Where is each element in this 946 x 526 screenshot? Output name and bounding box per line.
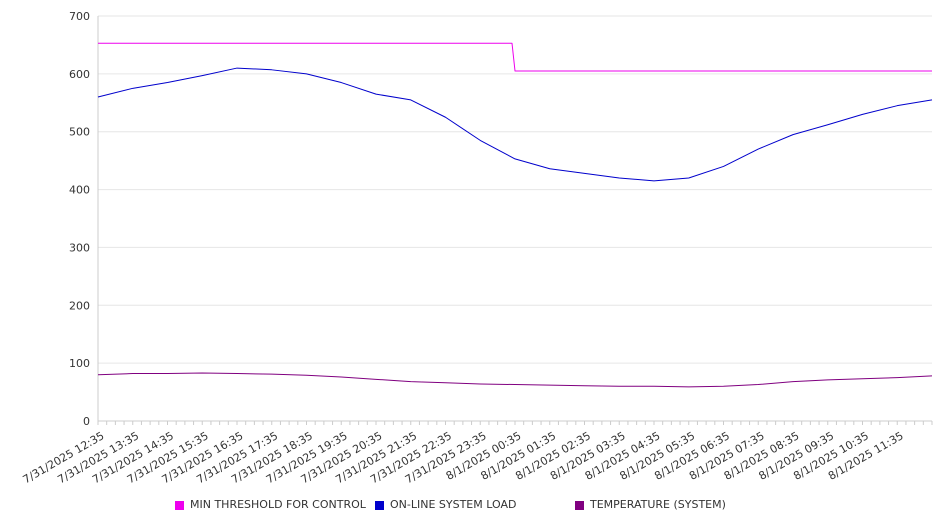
legend-label: MIN THRESHOLD FOR CONTROL: [190, 498, 366, 511]
series-lines: [97, 42, 933, 388]
legend-swatch: [375, 500, 384, 510]
grid-lines: [98, 15, 932, 364]
line-chart: 0 100 200 300 400 500 600 700 7/31/2025 12:357/…: [21, 10, 933, 486]
legend-swatch: [175, 500, 184, 510]
axes: [97, 16, 933, 425]
series-line-on-line-system-load: [97, 67, 933, 182]
y-tick-label: 100: [69, 357, 90, 370]
x-tick-labels: 7/31/2025 12:357/31/2025 13:357/31/2025 …: [21, 429, 906, 486]
series-line-min-threshold-for-control: [98, 42, 932, 72]
legend-label: ON-LINE SYSTEM LOAD: [390, 498, 517, 511]
y-tick-label: 0: [83, 415, 90, 428]
series-line-temperature-system: [97, 372, 933, 388]
y-tick-label: 500: [69, 126, 90, 139]
legend-swatch: [575, 500, 584, 510]
legend-label: TEMPERATURE (SYSTEM): [590, 498, 726, 511]
y-tick-label: 700: [69, 10, 90, 23]
legend-item-temperature: TEMPERATURE (SYSTEM): [575, 497, 726, 513]
legend-item-system-load: ON-LINE SYSTEM LOAD: [375, 497, 516, 513]
y-tick-label: 300: [69, 241, 90, 254]
chart-legend: MIN THRESHOLD FOR CONTROL ON-LINE SYSTEM…: [0, 497, 946, 515]
legend-item-min-threshold: MIN THRESHOLD FOR CONTROL: [175, 497, 366, 513]
y-tick-label: 200: [69, 299, 90, 312]
y-tick-label: 400: [69, 184, 90, 197]
y-tick-label: 600: [69, 68, 90, 81]
y-tick-labels: 0 100 200 300 400 500 600 700: [69, 10, 90, 428]
